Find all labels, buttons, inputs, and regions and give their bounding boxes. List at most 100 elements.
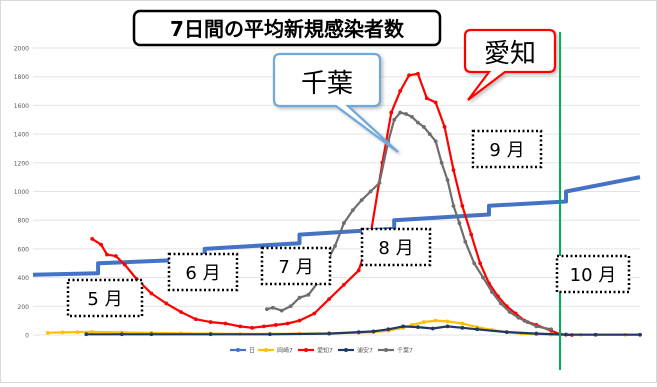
data-point <box>457 221 462 225</box>
data-point <box>424 96 429 101</box>
data-point <box>149 332 154 337</box>
data-point <box>333 244 337 248</box>
data-point <box>297 295 302 300</box>
data-point <box>223 321 228 326</box>
data-point <box>270 305 275 310</box>
data-point <box>442 125 447 129</box>
month-label: 7 月 <box>278 257 313 278</box>
data-point <box>549 327 554 332</box>
data-point <box>433 318 438 323</box>
y-tick-label: 1000 <box>14 189 29 196</box>
month-box <box>260 246 332 286</box>
month-label: 9 月 <box>489 140 524 161</box>
data-point <box>90 329 95 334</box>
data-point <box>60 330 65 335</box>
data-point <box>504 330 509 335</box>
data-point <box>472 261 477 266</box>
data-point <box>460 321 465 326</box>
data-point <box>356 268 361 273</box>
data-point <box>516 315 521 320</box>
series-line-0 <box>32 175 641 277</box>
data-point <box>445 178 450 182</box>
data-point <box>356 330 361 335</box>
data-point <box>297 318 302 323</box>
legend-label: 浦安7 <box>357 347 373 355</box>
month-label: 6 月 <box>185 263 220 284</box>
month-label: 10 月 <box>570 265 617 286</box>
month-box <box>555 254 631 294</box>
month-label: 8 月 <box>378 238 413 259</box>
data-point <box>350 208 355 213</box>
data-point <box>114 254 118 258</box>
legend-label: 日 <box>249 348 255 355</box>
month-box <box>167 252 239 292</box>
y-tick-label: 2000 <box>14 46 29 53</box>
data-point <box>433 139 438 144</box>
y-tick-label: 1400 <box>14 132 29 139</box>
data-point <box>451 168 456 172</box>
data-point <box>404 112 408 116</box>
y-tick-label: 600 <box>18 246 30 253</box>
data-point <box>638 332 642 337</box>
callout-chiba-label: 千葉 <box>301 69 353 99</box>
data-point <box>439 160 444 165</box>
data-point <box>463 239 468 244</box>
data-point <box>238 324 243 329</box>
data-point <box>416 325 420 330</box>
data-point <box>327 297 331 302</box>
data-point <box>208 320 213 324</box>
data-point <box>398 89 403 93</box>
month-box <box>360 227 432 267</box>
data-point <box>377 180 382 185</box>
title-box <box>132 9 442 47</box>
legend-label: 千葉7 <box>397 347 413 355</box>
y-tick-label: 400 <box>18 275 30 282</box>
month-label: 5 月 <box>87 289 122 310</box>
data-point <box>265 307 269 312</box>
callout-chiba <box>272 52 399 153</box>
data-point <box>84 332 89 337</box>
series-line-3 <box>86 325 640 336</box>
data-point <box>421 320 426 324</box>
data-point <box>312 311 317 316</box>
month-box <box>471 129 543 169</box>
y-tick-label: 1200 <box>14 160 29 167</box>
data-point <box>359 198 364 203</box>
y-tick-label: 800 <box>18 218 30 225</box>
data-point <box>469 232 474 237</box>
data-point <box>288 304 293 309</box>
data-point <box>208 332 213 337</box>
data-point <box>149 291 154 296</box>
data-point <box>398 110 403 115</box>
data-point <box>430 326 435 331</box>
data-point <box>427 132 432 137</box>
data-point <box>342 221 346 225</box>
data-point <box>285 321 290 326</box>
data-point <box>445 319 450 324</box>
data-point <box>593 332 598 337</box>
legend-marker <box>384 348 388 352</box>
legend-marker <box>344 348 348 352</box>
data-point <box>279 308 284 313</box>
data-point <box>306 292 311 297</box>
data-point <box>90 236 95 241</box>
data-point <box>534 331 539 336</box>
data-point <box>525 320 530 324</box>
data-point <box>119 332 124 337</box>
data-point <box>460 203 465 208</box>
data-point <box>564 332 568 337</box>
data-point <box>475 327 480 332</box>
data-point <box>451 203 456 208</box>
data-point <box>445 324 450 329</box>
data-point <box>416 71 420 76</box>
data-point <box>327 331 331 336</box>
callout-aichi-label: 愛知 <box>484 39 536 69</box>
month-box <box>66 278 144 318</box>
legend-marker <box>236 348 240 352</box>
data-point <box>498 301 503 306</box>
data-point <box>342 282 346 287</box>
data-point <box>389 110 394 115</box>
annotation-layer: 7日間の平均新規感染者数 5 月 6 月 7 月 8 月 9 月 10 月 千葉 愛知日 岡崎7 愛… <box>66 9 631 370</box>
